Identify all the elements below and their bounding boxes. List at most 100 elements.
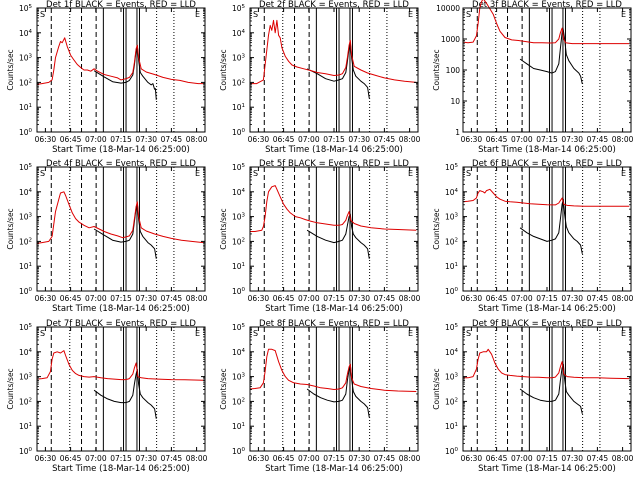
plot-frame — [462, 326, 632, 452]
x-tick-label: 07:30 — [561, 294, 583, 303]
x-tick-label: 07:45 — [587, 135, 609, 144]
x-tick-label: 07:00 — [511, 454, 533, 463]
corner-label-left: S — [466, 10, 471, 19]
y-tick-label: 104 — [19, 188, 33, 197]
corner-label-left: S — [253, 329, 258, 338]
x-tick-label: 06:30 — [248, 135, 270, 144]
plot-frame — [462, 7, 632, 133]
corner-label-right: E — [195, 10, 200, 19]
panel-title: Det 3f BLACK = Events, RED = LLD — [472, 0, 622, 10]
x-tick-label: 06:45 — [486, 135, 508, 144]
y-tick-label: 102 — [445, 237, 458, 246]
y-tick-label: 101 — [232, 422, 245, 431]
x-tick-label: 07:45 — [161, 454, 183, 463]
x-axis-label: Start Time (18-Mar-14 06:25:00) — [52, 464, 190, 474]
series-line-events — [306, 213, 370, 259]
x-tick-label: 07:15 — [110, 454, 132, 463]
plot-frame — [36, 326, 206, 452]
panel-title: Det 7f BLACK = Events, RED = LLD — [46, 319, 196, 329]
y-tick-label: 101 — [19, 262, 32, 271]
y-tick-label: 1 — [455, 128, 460, 137]
x-axis-label: Start Time (18-Mar-14 06:25:00) — [478, 464, 616, 474]
x-tick-label: 07:15 — [536, 135, 558, 144]
corner-label-left: S — [40, 169, 45, 178]
x-tick-label: 07:00 — [85, 454, 107, 463]
y-tick-label: 103 — [19, 213, 33, 222]
y-tick-label: 103 — [232, 54, 246, 63]
series-line-lld — [36, 37, 204, 85]
y-tick-label: 105 — [19, 163, 33, 172]
panel-title: Det 5f BLACK = Events, RED = LLD — [259, 159, 409, 169]
x-tick-label: 07:30 — [348, 294, 370, 303]
series-line-lld — [462, 0, 630, 45]
x-tick-label: 08:00 — [612, 454, 634, 463]
panel-title: Det 6f BLACK = Events, RED = LLD — [472, 159, 622, 169]
series-line-lld — [36, 191, 204, 244]
x-tick-label: 06:45 — [486, 294, 508, 303]
series-line-lld — [249, 348, 417, 392]
y-tick-label: 100 — [445, 447, 459, 456]
panel-title: Det 2f BLACK = Events, RED = LLD — [259, 0, 409, 10]
x-tick-label: 07:15 — [536, 294, 558, 303]
corner-label-left: S — [466, 329, 471, 338]
x-tick-label: 07:45 — [161, 294, 183, 303]
x-tick-label: 08:00 — [186, 454, 208, 463]
y-tick-label: 105 — [232, 323, 246, 332]
y-tick-label: 103 — [445, 213, 459, 222]
plot-frame — [462, 166, 632, 292]
x-tick-label: 07:00 — [298, 454, 320, 463]
y-tick-label: 104 — [232, 29, 246, 38]
series-line-events — [306, 363, 370, 418]
x-tick-label: 08:00 — [399, 454, 421, 463]
series-line-lld — [462, 188, 630, 207]
y-axis-label: Counts/sec — [219, 208, 228, 249]
y-tick-label: 105 — [19, 4, 33, 13]
x-axis-label: Start Time (18-Mar-14 06:25:00) — [478, 304, 616, 314]
y-axis-label: Counts/sec — [219, 49, 228, 90]
series-line-lld — [250, 185, 417, 232]
y-tick-label: 102 — [19, 78, 32, 87]
y-axis-label: Counts/sec — [6, 368, 15, 409]
y-tick-label: 102 — [232, 397, 245, 406]
panel-title: Det 4f BLACK = Events, RED = LLD — [46, 159, 196, 169]
x-tick-label: 08:00 — [399, 294, 421, 303]
x-tick-label: 06:30 — [35, 135, 57, 144]
x-axis-label: Start Time (18-Mar-14 06:25:00) — [52, 304, 190, 314]
x-tick-label: 07:30 — [348, 135, 370, 144]
plot-frame — [249, 7, 419, 133]
x-tick-label: 08:00 — [186, 135, 208, 144]
y-tick-label: 100 — [446, 66, 461, 75]
y-axis-label: Counts/sec — [432, 368, 441, 409]
x-tick-label: 08:00 — [399, 135, 421, 144]
y-tick-label: 105 — [232, 4, 246, 13]
y-tick-label: 103 — [19, 373, 33, 382]
x-tick-label: 06:45 — [486, 454, 508, 463]
corner-label-right: E — [408, 169, 413, 178]
y-tick-label: 100 — [19, 447, 33, 456]
corner-label-left: S — [40, 329, 45, 338]
x-tick-label: 07:45 — [587, 294, 609, 303]
x-axis-label: Start Time (18-Mar-14 06:25:00) — [52, 145, 190, 155]
panel-title: Det 9f BLACK = Events, RED = LLD — [472, 319, 622, 329]
x-tick-label: 07:45 — [161, 135, 183, 144]
series-line-lld — [250, 19, 417, 85]
x-tick-label: 07:00 — [85, 294, 107, 303]
series-line-events — [519, 198, 583, 254]
corner-label-right: E — [195, 169, 200, 178]
y-tick-label: 103 — [19, 54, 33, 63]
x-tick-label: 06:30 — [248, 454, 270, 463]
series-line-events — [519, 363, 583, 414]
y-axis-label: Counts/sec — [6, 49, 15, 90]
y-tick-label: 102 — [19, 237, 32, 246]
y-tick-label: 101 — [445, 422, 458, 431]
x-tick-label: 07:15 — [110, 135, 132, 144]
x-tick-label: 06:30 — [35, 294, 57, 303]
x-tick-label: 07:45 — [587, 454, 609, 463]
corner-label-right: E — [408, 10, 413, 19]
series-line-lld — [36, 350, 204, 381]
x-tick-label: 07:45 — [374, 454, 396, 463]
x-tick-label: 07:45 — [374, 135, 396, 144]
y-tick-label: 1000 — [441, 35, 460, 44]
y-axis-label: Counts/sec — [6, 208, 15, 249]
corner-label-right: E — [195, 329, 200, 338]
